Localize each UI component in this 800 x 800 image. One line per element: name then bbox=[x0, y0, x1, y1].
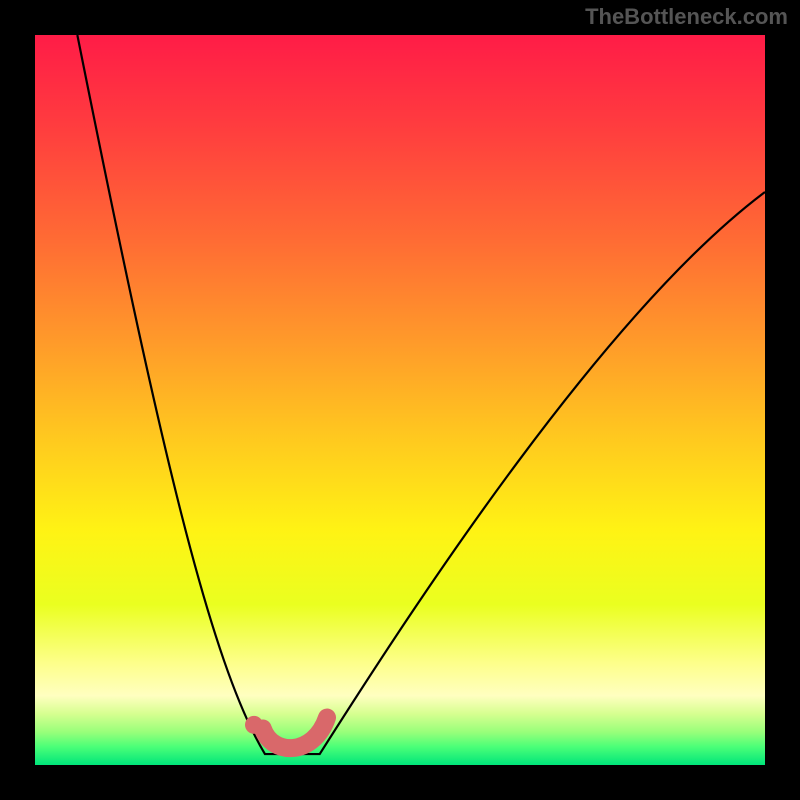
chart-outer-frame: TheBottleneck.com bbox=[0, 0, 800, 800]
plot-area bbox=[35, 35, 765, 765]
v-curve-path bbox=[77, 35, 765, 754]
watermark-text: TheBottleneck.com bbox=[585, 4, 788, 30]
marker-u-path bbox=[263, 718, 327, 749]
curve-layer bbox=[35, 35, 765, 765]
